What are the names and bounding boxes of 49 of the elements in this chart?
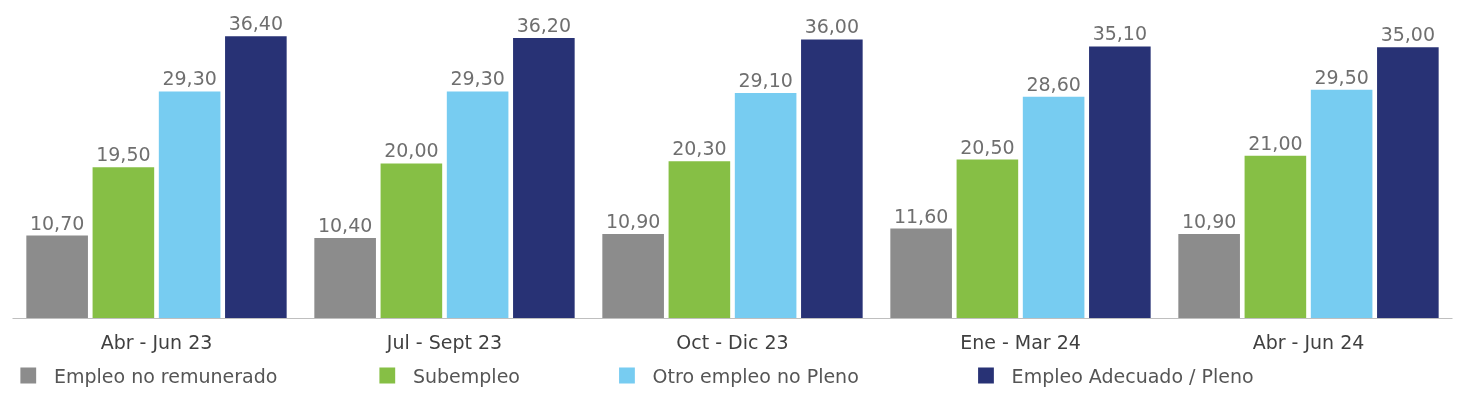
bar — [225, 36, 287, 319]
data-label: 21,00 — [1248, 131, 1303, 154]
data-label: 28,60 — [1026, 72, 1081, 95]
data-label: 36,00 — [804, 15, 860, 38]
bar — [602, 234, 664, 319]
x-tick-label: Ene - Mar 24 — [960, 330, 1081, 353]
x-tick-label: Jul - Sept 23 — [385, 330, 503, 353]
data-label: 29,50 — [1314, 65, 1369, 88]
x-tick-label: Abr - Jun 24 — [1252, 330, 1365, 353]
bar — [890, 228, 952, 319]
bar — [380, 163, 443, 319]
data-label: 11,60 — [893, 204, 949, 227]
bar — [1244, 155, 1307, 319]
bar — [446, 91, 509, 319]
bar — [668, 161, 731, 319]
legend-label: Subempleo — [412, 364, 520, 387]
data-label: 10,70 — [29, 211, 85, 234]
data-label: 20,00 — [384, 139, 439, 162]
data-label: 20,50 — [960, 135, 1015, 158]
legend-label: Otro empleo no Pleno — [652, 364, 859, 387]
x-tick-label: Abr - Jun 23 — [100, 330, 213, 353]
bar — [1022, 96, 1085, 319]
data-label: 10,90 — [605, 210, 661, 233]
data-label: 29,30 — [450, 67, 505, 90]
bar — [1310, 89, 1373, 319]
bar — [1178, 234, 1240, 319]
data-label: 29,30 — [162, 67, 217, 90]
bar — [801, 39, 863, 319]
data-label: 36,40 — [228, 12, 284, 35]
bar — [314, 237, 376, 319]
bar — [956, 159, 1019, 319]
legend-label: Empleo Adecuado / Pleno — [1011, 364, 1254, 387]
bar — [1377, 47, 1439, 319]
data-label: 35,10 — [1092, 22, 1148, 45]
data-label: 10,90 — [1181, 210, 1237, 233]
bar — [92, 167, 155, 319]
data-label: 29,10 — [738, 68, 793, 91]
bar — [734, 92, 797, 319]
legend-label: Empleo no remunerado — [53, 364, 278, 387]
x-tick-label: Oct - Dic 23 — [676, 330, 789, 353]
data-label: 10,40 — [317, 213, 373, 236]
bar — [26, 235, 88, 319]
data-label: 35,00 — [1380, 23, 1436, 46]
data-label: 36,20 — [516, 13, 572, 36]
bar — [1089, 46, 1151, 319]
data-label: 19,50 — [96, 143, 151, 166]
bar — [158, 91, 221, 319]
data-label: 20,30 — [672, 137, 727, 160]
bar — [513, 37, 575, 319]
